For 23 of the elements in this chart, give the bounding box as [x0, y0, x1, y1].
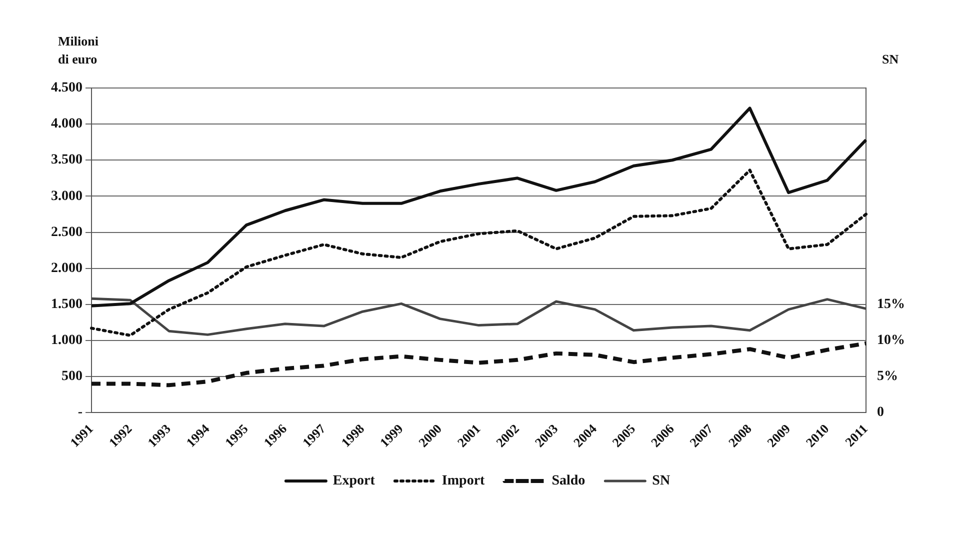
y-tick-label: 4.000 [51, 116, 82, 132]
y-tick-label: 1.000 [51, 333, 82, 348]
legend-label: SN [652, 474, 670, 489]
y-tick-label: 2.500 [51, 224, 82, 240]
y2-tick-label: 0 [877, 405, 884, 420]
y2-tick-label: 10% [877, 333, 905, 348]
y-tick-label: - [78, 405, 83, 420]
y-tick-label: 3.000 [51, 188, 82, 204]
x-tick-label: 1999 [376, 420, 406, 450]
x-tick-label: 1991 [67, 420, 96, 450]
y2-tick-label: 15% [877, 297, 905, 312]
x-tick-label: 2011 [842, 420, 870, 450]
legend-label: Saldo [552, 474, 586, 489]
y-axis-title: Milioni di euro [58, 33, 99, 66]
y-tick-label: 3.500 [51, 152, 82, 168]
y2-axis-title: SN [882, 51, 900, 66]
y-tick-label: 500 [62, 369, 82, 384]
legend-label: Export [332, 474, 376, 489]
y-tick-label: 2.000 [51, 260, 82, 276]
y2-tick-label: 5% [877, 369, 898, 384]
y-tick-label: 4.500 [51, 80, 82, 96]
y-tick-label: 1.500 [51, 297, 82, 312]
legend-label: Import [442, 474, 486, 489]
